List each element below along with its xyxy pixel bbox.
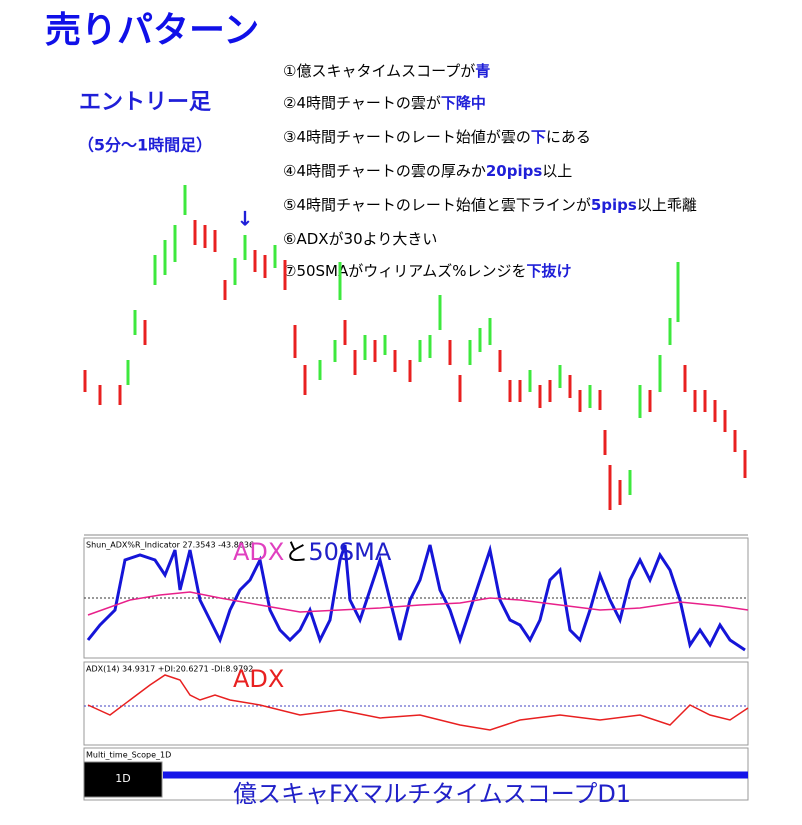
- text-span: 50SMA: [308, 538, 391, 566]
- candles-up: [126, 185, 680, 495]
- price-chart: ↓: [83, 185, 747, 510]
- text-span: ⑥ADXが30より大きい: [283, 230, 437, 248]
- title: 売りパターン: [45, 10, 259, 51]
- condition: ④4時間チャートの雲の厚みか20pips以上: [283, 162, 572, 180]
- indicator-header: Shun_ADX%R_Indicator 27.3543 -43.8036: [86, 541, 254, 550]
- panel-frame: [83, 661, 749, 746]
- panel-label: ADXと50SMA: [233, 538, 392, 566]
- condition: ①億スキャタイムスコープが青: [283, 62, 490, 80]
- entry-arrow: ↓: [237, 207, 254, 231]
- text-span: 20pips: [486, 162, 542, 180]
- text-span: ADX: [233, 538, 284, 566]
- text-span: 以上: [542, 162, 572, 180]
- text-span: ⑤4時間チャートのレート始値と雲下ラインが: [283, 196, 591, 214]
- indicator-header: Multi_time_Scope_1D: [86, 751, 171, 760]
- text-span: にある: [546, 128, 591, 146]
- text-span: 以上乖離: [637, 196, 697, 214]
- condition: ③4時間チャートのレート始値が雲の下にある: [283, 128, 591, 146]
- indicator-header: ADX(14) 34.9317 +DI:20.6271 -DI:8.9792: [86, 665, 253, 674]
- text-span: ③4時間チャートのレート始値が雲の: [283, 128, 531, 146]
- text-span: ④4時間チャートの雲の厚みか: [283, 162, 486, 180]
- text-span: 億スキャFXマルチタイムスコープD1: [233, 780, 631, 808]
- indicator-line: [86, 544, 746, 652]
- text-span: ⑦50SMAがウィリアムズ%レンジを: [283, 262, 526, 280]
- conditions: ①億スキャタイムスコープが青 ②4時間チャートの雲が下降中 ③4時間チャートのレート…: [283, 62, 697, 280]
- condition: ⑤4時間チャートのレート始値と雲下ラインが5pips以上乖離: [283, 196, 697, 214]
- button-label: 1D: [115, 772, 130, 785]
- entry-label: エントリー足: [79, 90, 211, 115]
- timeframe-button[interactable]: [83, 761, 163, 798]
- panel-label: ADX: [233, 665, 284, 693]
- text-span: ②4時間チャートの雲が: [283, 94, 441, 112]
- text-span: ①億スキャタイムスコープが: [283, 62, 475, 80]
- sma-line: [87, 591, 749, 616]
- candles-down: [83, 220, 747, 510]
- entry-timeframe: （5分～1時間足）: [78, 136, 212, 155]
- panel-label: 億スキャFXマルチタイムスコープD1: [233, 780, 631, 808]
- text-span: 下降中: [441, 94, 486, 112]
- condition: ②4時間チャートの雲が下降中: [283, 94, 486, 112]
- text-span: 青: [475, 62, 490, 80]
- adx-line: [87, 674, 749, 731]
- condition: ⑥ADXが30より大きい: [283, 230, 437, 248]
- condition: ⑦50SMAがウィリアムズ%レンジを下抜け: [283, 262, 571, 280]
- text-span: 下: [531, 128, 546, 146]
- text-span: と: [284, 538, 308, 566]
- text-span: 5pips: [591, 196, 637, 214]
- text-span: 下抜け: [526, 262, 571, 280]
- text-span: ADX: [233, 665, 284, 693]
